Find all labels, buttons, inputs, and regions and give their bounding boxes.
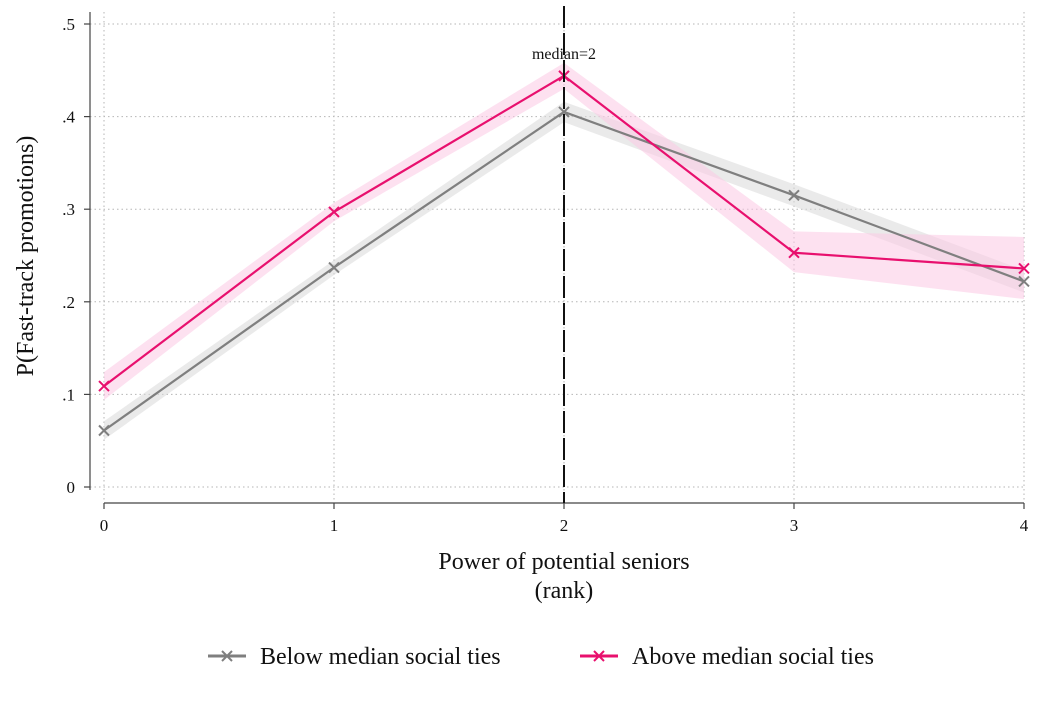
confidence-bands xyxy=(104,62,1024,440)
ci-band-below xyxy=(104,101,1024,440)
x-tick-label: 1 xyxy=(330,516,339,535)
y-tick-label: .3 xyxy=(62,200,75,219)
legend-label-below: Below median social ties xyxy=(260,644,501,670)
y-tick-label: .1 xyxy=(62,385,75,404)
x-tick-label: 3 xyxy=(790,516,799,535)
legend-marker-above xyxy=(593,650,605,662)
x-tick-label: 0 xyxy=(100,516,109,535)
axes: 0 .1 .2 .3 .4 .5 0 1 2 3 4 xyxy=(62,12,1029,535)
y-tick-label: .2 xyxy=(62,293,75,312)
data-point-above xyxy=(98,380,110,392)
y-tick-label: .4 xyxy=(62,108,75,127)
data-point-above xyxy=(788,247,800,259)
annotations: median=2 xyxy=(532,6,596,503)
y-tick-label: 0 xyxy=(67,478,76,497)
data-point-below xyxy=(558,106,570,118)
data-point-below xyxy=(98,424,110,437)
legend-item-below: Below median social ties xyxy=(208,644,501,670)
data-point-below xyxy=(1018,275,1030,288)
legend-marker-below xyxy=(221,650,233,662)
legend-item-above: Above median social ties xyxy=(580,644,874,670)
legend-label-above: Above median social ties xyxy=(632,644,874,670)
median-label: median=2 xyxy=(532,46,596,63)
legend: Below median social ties Above median so… xyxy=(208,644,874,670)
y-tick-label: .5 xyxy=(62,15,75,34)
data-point-above xyxy=(328,206,340,218)
y-axis-title: P(Fast-track promotions) xyxy=(13,136,39,377)
data-point-below xyxy=(788,189,800,202)
data-point-above xyxy=(1018,262,1030,275)
data-point-below xyxy=(328,261,340,274)
x-tick-label: 2 xyxy=(560,516,569,535)
x-axis-title: Power of potential seniors xyxy=(438,549,689,575)
x-tick-label: 4 xyxy=(1020,516,1029,535)
x-axis-subtitle: (rank) xyxy=(535,578,594,604)
